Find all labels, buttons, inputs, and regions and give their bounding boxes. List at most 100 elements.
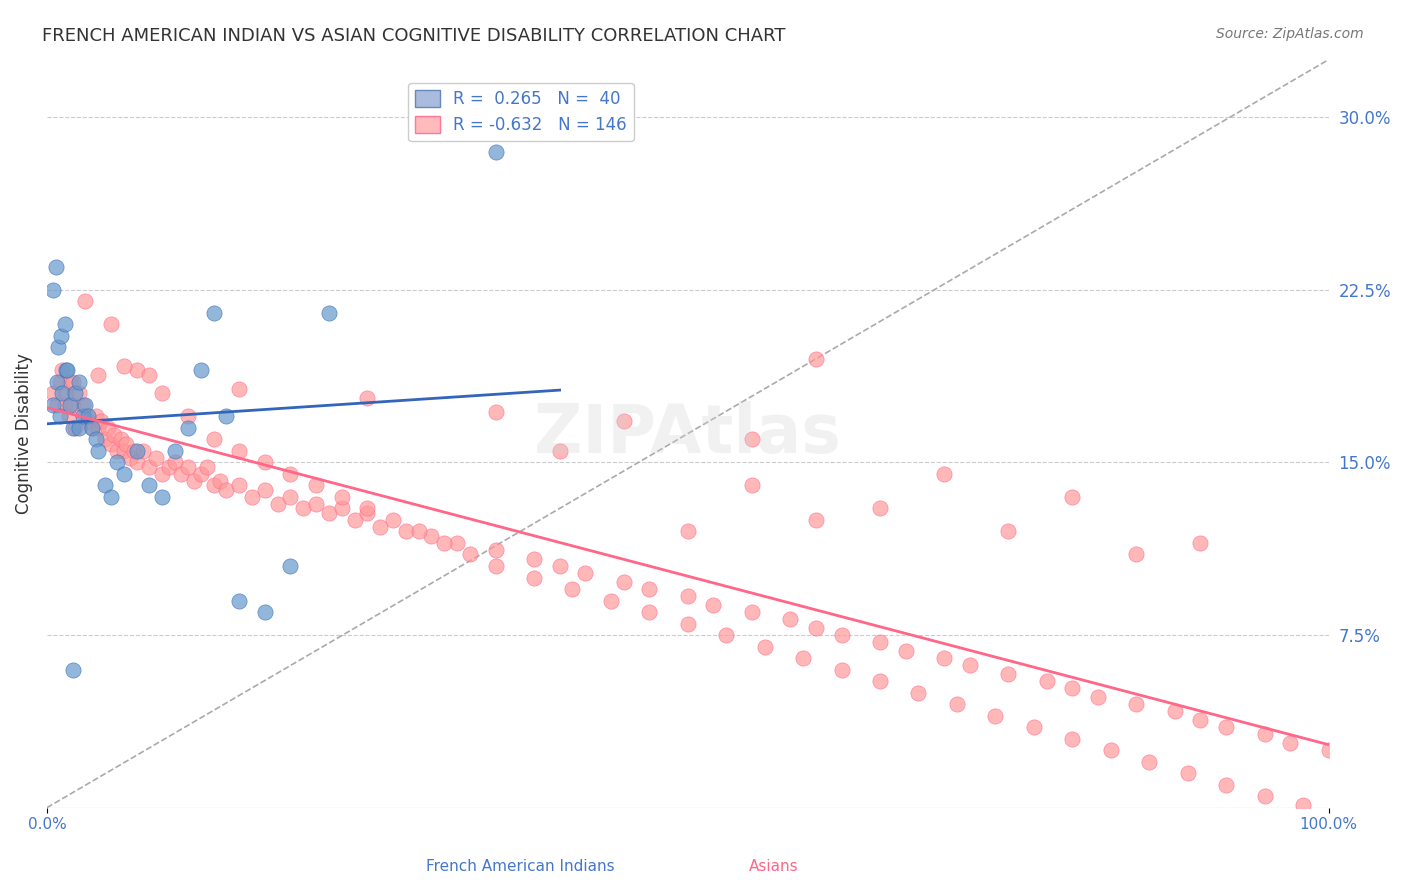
Point	[90, 414, 112, 428]
Point	[408, 524, 430, 539]
Point	[932, 467, 955, 481]
Point	[1292, 798, 1315, 813]
Point	[1189, 536, 1212, 550]
Point	[46, 375, 69, 389]
Point	[792, 651, 814, 665]
Point	[458, 548, 481, 562]
Point	[72, 398, 94, 412]
Point	[84, 433, 107, 447]
Point	[280, 467, 302, 481]
Point	[112, 359, 135, 373]
Point	[253, 605, 276, 619]
Point	[125, 443, 148, 458]
Point	[177, 460, 200, 475]
Point	[716, 628, 738, 642]
Point	[932, 651, 955, 665]
Point	[120, 450, 142, 465]
Point	[330, 490, 353, 504]
Point	[676, 589, 699, 603]
Point	[62, 663, 84, 677]
Point	[42, 398, 65, 412]
Point	[202, 433, 225, 447]
Point	[804, 621, 827, 635]
Point	[292, 501, 315, 516]
Point	[67, 421, 90, 435]
Point	[51, 386, 73, 401]
Point	[548, 443, 571, 458]
Point	[1062, 681, 1084, 695]
Point	[53, 318, 76, 332]
Point	[240, 490, 263, 504]
Point	[177, 409, 200, 424]
Y-axis label: Cognitive Disability: Cognitive Disability	[15, 353, 32, 514]
Point	[702, 598, 724, 612]
Point	[183, 474, 205, 488]
Text: ZIPAtlas: ZIPAtlas	[534, 401, 841, 467]
Point	[1189, 713, 1212, 727]
Point	[145, 450, 167, 465]
Point	[150, 386, 173, 401]
Point	[84, 409, 107, 424]
Point	[368, 520, 391, 534]
Point	[484, 145, 506, 159]
Point	[318, 306, 340, 320]
Point	[356, 391, 378, 405]
Point	[67, 386, 90, 401]
Point	[112, 467, 135, 481]
Point	[100, 490, 122, 504]
Point	[754, 640, 776, 654]
Point	[395, 524, 418, 539]
Point	[613, 575, 636, 590]
Point	[125, 455, 148, 469]
Point	[1215, 720, 1237, 734]
Point	[1137, 755, 1160, 769]
Point	[138, 368, 160, 382]
Point	[122, 443, 145, 458]
Point	[42, 283, 65, 297]
Point	[125, 363, 148, 377]
Point	[1177, 766, 1199, 780]
Point	[1253, 727, 1275, 741]
Point	[318, 506, 340, 520]
Point	[779, 612, 801, 626]
Point	[105, 443, 128, 458]
Point	[55, 363, 77, 377]
Point	[48, 375, 70, 389]
Point	[228, 593, 250, 607]
Point	[87, 421, 110, 435]
Point	[741, 478, 763, 492]
Point	[638, 582, 661, 596]
Point	[46, 398, 69, 412]
Point	[195, 460, 218, 475]
Point	[804, 351, 827, 366]
Point	[87, 443, 110, 458]
Point	[58, 409, 80, 424]
Text: Source: ZipAtlas.com: Source: ZipAtlas.com	[1216, 27, 1364, 41]
Point	[1022, 720, 1045, 734]
Point	[1125, 548, 1147, 562]
Point	[741, 605, 763, 619]
Point	[1099, 743, 1122, 757]
Point	[105, 455, 128, 469]
Point	[831, 628, 853, 642]
Point	[946, 697, 969, 711]
Point	[150, 490, 173, 504]
Point	[1253, 789, 1275, 804]
Text: FRENCH AMERICAN INDIAN VS ASIAN COGNITIVE DISABILITY CORRELATION CHART: FRENCH AMERICAN INDIAN VS ASIAN COGNITIV…	[42, 27, 786, 45]
Point	[548, 559, 571, 574]
Point	[253, 483, 276, 497]
Point	[894, 644, 917, 658]
Point	[55, 386, 77, 401]
Point	[53, 398, 76, 412]
Point	[63, 386, 86, 401]
Point	[67, 375, 90, 389]
Point	[62, 421, 84, 435]
Point	[100, 437, 122, 451]
Point	[523, 570, 546, 584]
Point	[215, 483, 238, 497]
Point	[100, 318, 122, 332]
Point	[804, 513, 827, 527]
Point	[59, 375, 82, 389]
Point	[103, 427, 125, 442]
Point	[266, 497, 288, 511]
